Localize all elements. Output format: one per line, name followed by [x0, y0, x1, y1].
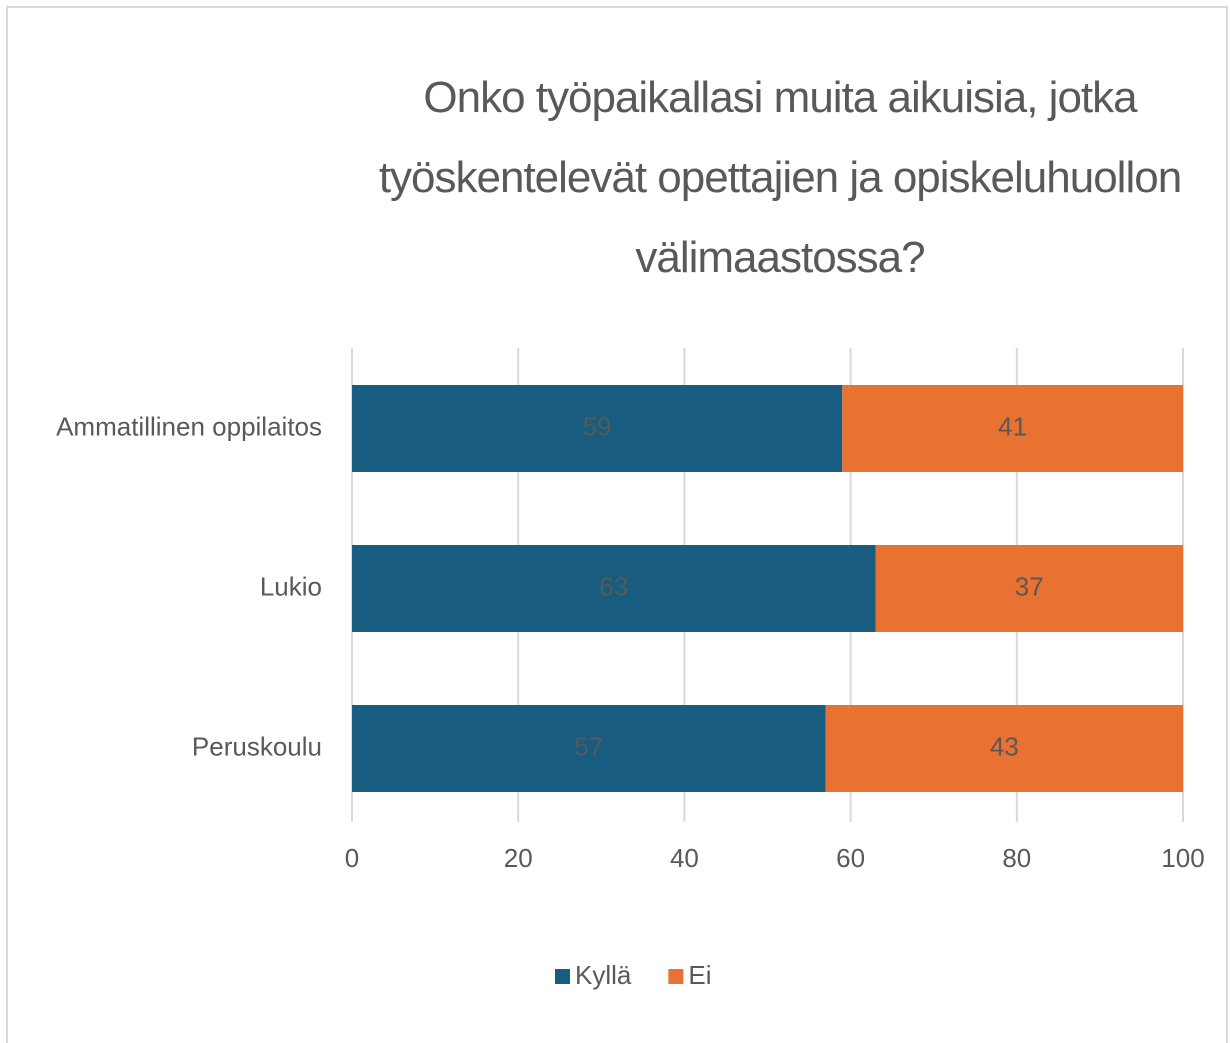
y-tick-label: Peruskoulu [192, 731, 322, 761]
legend-label: Kyllä [575, 960, 632, 990]
bar-segment [352, 385, 843, 472]
legend-swatch [668, 969, 684, 984]
bar-segment [825, 705, 1183, 792]
bar-segment [352, 545, 876, 632]
x-tick-label: 80 [1002, 843, 1031, 873]
x-tick-label: 60 [836, 843, 865, 873]
data-label: 41 [998, 411, 1027, 441]
data-label: 57 [574, 731, 603, 761]
chart-frame [6, 6, 1228, 1043]
data-label: 63 [599, 571, 628, 601]
data-label: 37 [1015, 571, 1044, 601]
bar-segment [842, 385, 1183, 472]
data-label: 43 [990, 731, 1019, 761]
bar-segment [352, 705, 826, 792]
y-tick-label: Lukio [260, 571, 322, 601]
bar-segment [875, 545, 1183, 632]
legend-label: Ei [688, 960, 711, 990]
x-tick-label: 20 [504, 843, 533, 873]
y-tick-label: Ammatillinen oppilaitos [56, 411, 322, 441]
chart-title: Onko työpaikallasi muita aikuisia, jotka… [378, 73, 1182, 282]
x-tick-label: 100 [1161, 843, 1204, 873]
legend-swatch [555, 969, 570, 984]
x-tick-label: 40 [670, 843, 699, 873]
x-tick-label: 0 [345, 843, 359, 873]
data-label: 59 [583, 411, 612, 441]
